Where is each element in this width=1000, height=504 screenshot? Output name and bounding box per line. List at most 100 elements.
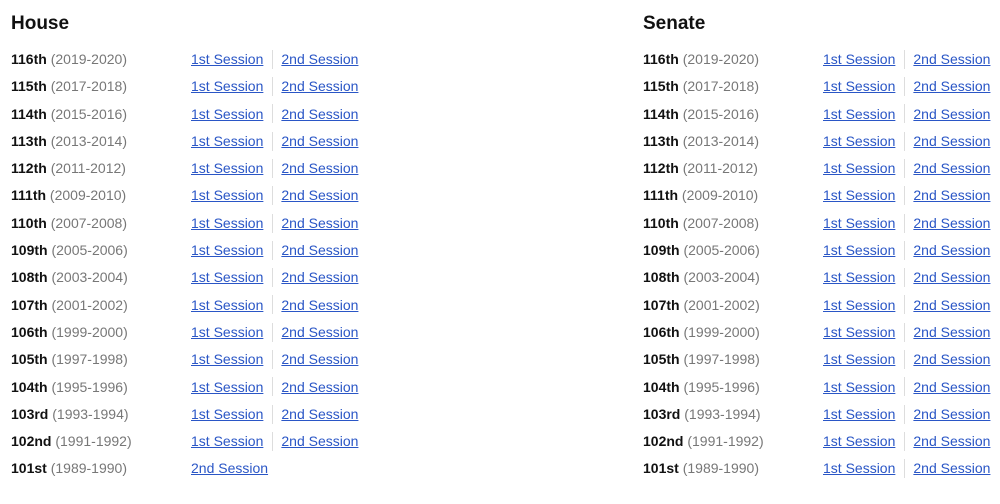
1st-session-link[interactable]: 1st Session (191, 433, 264, 450)
2nd-session-link[interactable]: 2nd Session (281, 51, 359, 67)
2nd-session-link[interactable]: 2nd Session (913, 132, 991, 149)
senate-congress-row: 111th (2009-2010) 1st Session 2nd Session (643, 182, 1000, 209)
session-divider (904, 240, 906, 260)
2nd-session-link[interactable]: 2nd Session (281, 132, 359, 149)
2nd-session-link[interactable]: 2nd Session (281, 78, 359, 95)
2nd-session-link[interactable]: 2nd Session (281, 214, 359, 231)
2nd-session-link[interactable]: 2nd Session (913, 351, 991, 368)
2nd-session-link[interactable]: 2nd Session (913, 160, 991, 177)
session-links: 1st Session 2nd Session (191, 46, 358, 73)
session-divider (272, 104, 274, 124)
1st-session-link[interactable]: 1st Session (191, 214, 264, 231)
2nd-session-link[interactable]: 2nd Session (913, 296, 991, 313)
1st-session-link[interactable]: 1st Session (191, 351, 264, 368)
1st-session-link[interactable]: 1st Session (191, 51, 264, 67)
senate-congress-row: 112th (2011-2012) 1st Session 2nd Session (643, 155, 1000, 182)
session-divider (272, 213, 274, 233)
2nd-session-link[interactable]: 2nd Session (913, 378, 991, 395)
2nd-session-link[interactable]: 2nd Session (281, 160, 359, 177)
congress-number: 110th (643, 214, 679, 231)
house-congress-row: 104th (1995-1996) 1st Session 2nd Session (11, 374, 381, 401)
session-links: 1st Session 2nd Session (823, 346, 990, 373)
session-links: 1st Session 2nd Session (823, 73, 990, 100)
1st-session-link[interactable]: 1st Session (191, 296, 264, 313)
2nd-session-link[interactable]: 2nd Session (281, 323, 359, 340)
session-divider (904, 158, 906, 178)
congress-years: (2015-2016) (682, 105, 759, 122)
2nd-session-link[interactable]: 2nd Session (913, 323, 991, 340)
2nd-session-link[interactable]: 2nd Session (281, 187, 359, 204)
congress-years: (2011-2012) (50, 160, 126, 177)
1st-session-link[interactable]: 1st Session (823, 351, 896, 368)
1st-session-link[interactable]: 1st Session (191, 187, 264, 204)
house-congress-row: 101st (1989-1990) 2nd Session (11, 455, 381, 482)
1st-session-link[interactable]: 1st Session (191, 242, 264, 259)
1st-session-link[interactable]: 1st Session (823, 433, 896, 450)
senate-congress-row: 106th (1999-2000) 1st Session 2nd Session (643, 319, 1000, 346)
session-divider (272, 49, 274, 69)
2nd-session-link[interactable]: 2nd Session (281, 296, 359, 313)
2nd-session-link[interactable]: 2nd Session (913, 242, 991, 259)
session-links: 1st Session 2nd Session (823, 128, 990, 155)
house-congress-row: 111th (2009-2010) 1st Session 2nd Session (11, 182, 381, 209)
2nd-session-link[interactable]: 2nd Session (281, 405, 359, 422)
session-divider (904, 404, 906, 424)
session-divider (272, 131, 274, 151)
congress-number: 102nd (643, 433, 684, 450)
congress-number: 110th (11, 214, 47, 231)
1st-session-link[interactable]: 1st Session (191, 160, 264, 177)
2nd-session-link[interactable]: 2nd Session (913, 105, 991, 122)
house-congress-list: 116th (2019-2020) 1st Session 2nd Session 1… (11, 46, 381, 483)
house-congress-row: 114th (2015-2016) 1st Session 2nd Session (11, 101, 381, 128)
session-links: 1st Session 2nd Session (823, 455, 990, 482)
1st-session-link[interactable]: 1st Session (191, 323, 264, 340)
2nd-session-link[interactable]: 2nd Session (913, 405, 991, 422)
1st-session-link[interactable]: 1st Session (823, 378, 896, 395)
1st-session-link[interactable]: 1st Session (823, 160, 896, 177)
congress-years: (1991-1992) (55, 433, 132, 450)
1st-session-link[interactable]: 1st Session (823, 323, 896, 340)
2nd-session-link[interactable]: 2nd Session (913, 433, 991, 450)
1st-session-link[interactable]: 1st Session (191, 78, 264, 95)
congress-number: 115th (11, 78, 47, 95)
2nd-session-link[interactable]: 2nd Session (913, 51, 991, 67)
house-congress-row: 113th (2013-2014) 1st Session 2nd Session (11, 128, 381, 155)
2nd-session-link[interactable]: 2nd Session (281, 105, 359, 122)
congress-number: 106th (11, 323, 48, 340)
1st-session-link[interactable]: 1st Session (823, 51, 896, 67)
1st-session-link[interactable]: 1st Session (823, 214, 896, 231)
2nd-session-link[interactable]: 2nd Session (913, 269, 991, 286)
1st-session-link[interactable]: 1st Session (191, 132, 264, 149)
2nd-session-link[interactable]: 2nd Session (281, 378, 359, 395)
congress-years: (2019-2020) (50, 51, 127, 67)
1st-session-link[interactable]: 1st Session (823, 132, 896, 149)
2nd-session-link[interactable]: 2nd Session (913, 78, 991, 95)
1st-session-link[interactable]: 1st Session (191, 105, 264, 122)
1st-session-link[interactable]: 1st Session (823, 242, 896, 259)
1st-session-link[interactable]: 1st Session (823, 405, 896, 422)
1st-session-link[interactable]: 1st Session (823, 187, 896, 204)
1st-session-link[interactable]: 1st Session (191, 269, 264, 286)
2nd-session-link[interactable]: 2nd Session (913, 460, 991, 477)
2nd-session-link[interactable]: 2nd Session (281, 433, 359, 450)
2nd-session-link[interactable]: 2nd Session (913, 187, 991, 204)
1st-session-link[interactable]: 1st Session (823, 296, 896, 313)
1st-session-link[interactable]: 1st Session (191, 378, 264, 395)
senate-congress-row: 108th (2003-2004) 1st Session 2nd Session (643, 264, 1000, 291)
congress-number: 113th (643, 132, 679, 149)
session-divider (272, 350, 274, 370)
2nd-session-link[interactable]: 2nd Session (281, 242, 359, 259)
1st-session-link[interactable]: 1st Session (823, 269, 896, 286)
1st-session-link[interactable]: 1st Session (823, 460, 896, 477)
congress-years: (2003-2004) (683, 269, 760, 286)
congress-number: 103rd (11, 405, 49, 422)
2nd-session-link[interactable]: 2nd Session (281, 351, 359, 368)
1st-session-link[interactable]: 1st Session (823, 78, 896, 95)
2nd-session-link[interactable]: 2nd Session (913, 214, 991, 231)
2nd-session-link[interactable]: 2nd Session (281, 269, 359, 286)
2nd-session-link[interactable]: 2nd Session (191, 460, 269, 477)
session-divider (904, 350, 906, 370)
congress-years: (2005-2006) (683, 242, 760, 259)
1st-session-link[interactable]: 1st Session (191, 405, 264, 422)
1st-session-link[interactable]: 1st Session (823, 105, 896, 122)
